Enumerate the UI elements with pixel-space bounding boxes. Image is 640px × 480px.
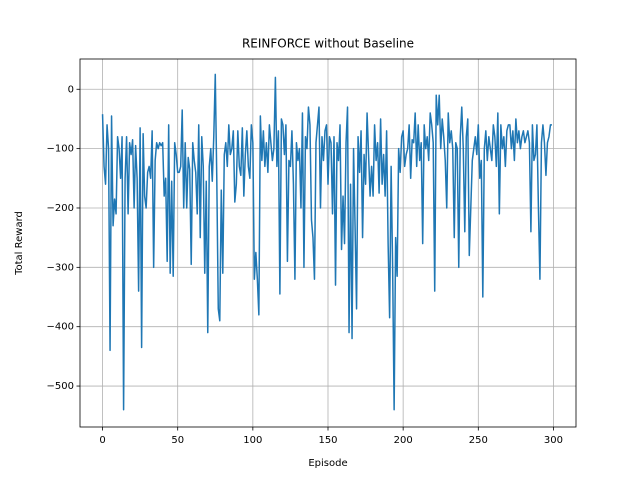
x-tick-label: 50 bbox=[171, 435, 184, 446]
x-tick-label: 150 bbox=[318, 435, 337, 446]
y-tick-label: −300 bbox=[47, 262, 74, 273]
x-tick-label: 250 bbox=[469, 435, 488, 446]
x-axis-label: Episode bbox=[308, 458, 347, 469]
plot-frame bbox=[79, 58, 577, 428]
chart-title: REINFORCE without Baseline bbox=[242, 37, 414, 51]
y-tick-label: 0 bbox=[68, 84, 74, 95]
y-axis-label: Total Reward bbox=[14, 211, 25, 276]
line-series bbox=[101, 73, 552, 411]
y-tick-label: −200 bbox=[47, 203, 74, 214]
x-tick-label: 300 bbox=[544, 435, 563, 446]
y-tick-label: −100 bbox=[47, 144, 74, 155]
x-tick-label: 0 bbox=[99, 435, 105, 446]
y-tick-label: −400 bbox=[47, 322, 74, 333]
x-tick-label: 200 bbox=[394, 435, 413, 446]
x-tick-label: 100 bbox=[243, 435, 262, 446]
y-tick-label: −500 bbox=[47, 381, 74, 392]
